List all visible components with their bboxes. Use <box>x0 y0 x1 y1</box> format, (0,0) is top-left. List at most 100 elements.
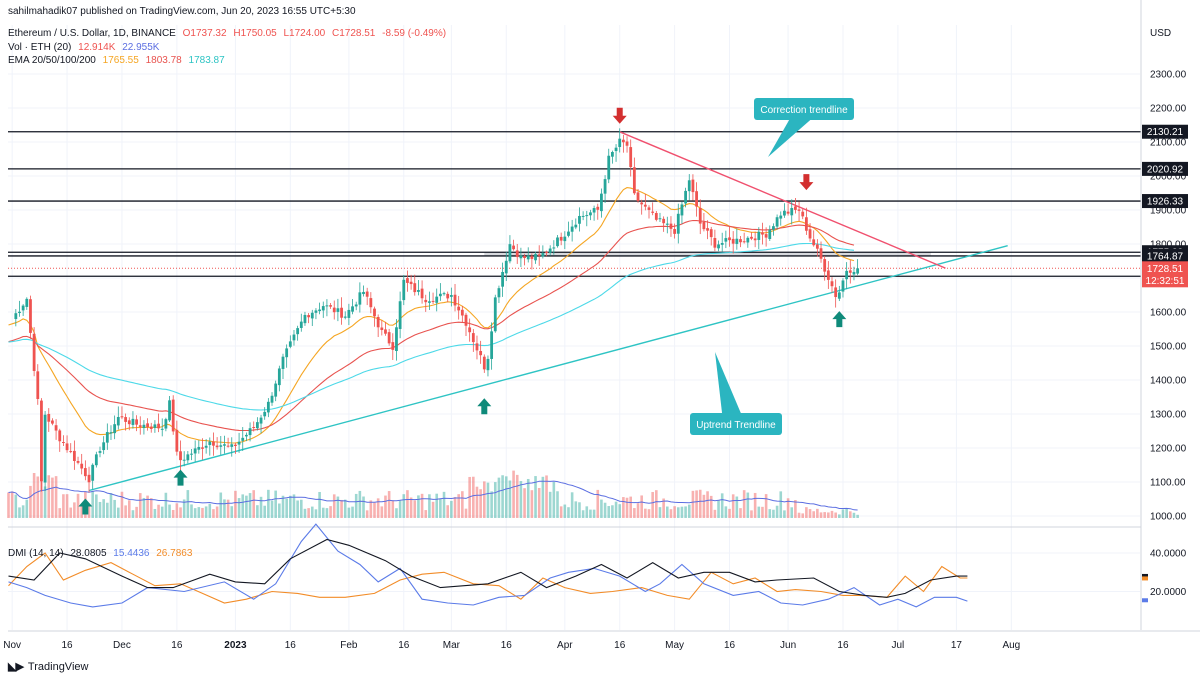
candle-body[interactable] <box>673 229 677 234</box>
candle-body[interactable] <box>691 179 695 193</box>
candle-body[interactable] <box>62 442 65 444</box>
candle-body[interactable] <box>212 441 215 446</box>
candle-body[interactable] <box>76 461 80 463</box>
candle-body[interactable] <box>651 211 655 213</box>
candle-body[interactable] <box>395 327 398 352</box>
candle-body[interactable] <box>157 423 160 429</box>
candle-body[interactable] <box>237 441 241 445</box>
dmi-plus-line[interactable] <box>8 523 968 608</box>
candle-body[interactable] <box>277 368 281 386</box>
candle-body[interactable] <box>69 451 73 453</box>
candle-body[interactable] <box>252 427 256 429</box>
correction-line[interactable] <box>619 131 946 269</box>
candle-body[interactable] <box>234 444 237 447</box>
legend-vol-label[interactable]: Vol · ETH (20) <box>8 42 72 53</box>
candle-body[interactable] <box>845 270 849 280</box>
candle-body[interactable] <box>255 422 259 429</box>
candle-body[interactable] <box>589 212 592 216</box>
candle-body[interactable] <box>768 229 772 239</box>
candle-body[interactable] <box>369 298 373 308</box>
candle-body[interactable] <box>329 305 332 307</box>
candle-body[interactable] <box>113 424 117 434</box>
candle-body[interactable] <box>340 307 343 318</box>
candle-body[interactable] <box>102 442 106 451</box>
candle-body[interactable] <box>497 288 501 298</box>
candle-body[interactable] <box>314 310 318 313</box>
candle-body[interactable] <box>47 413 51 422</box>
candle-body[interactable] <box>746 237 750 243</box>
candle-body[interactable] <box>58 430 62 442</box>
candle-body[interactable] <box>643 204 647 207</box>
candle-body[interactable] <box>51 420 54 424</box>
candle-body[interactable] <box>351 306 354 312</box>
legend-symbol[interactable]: Ethereum / U.S. Dollar, 1D, BINANCE <box>8 28 176 39</box>
candle-body[interactable] <box>647 207 651 210</box>
footer-brand[interactable]: ◣▶ TradingView <box>8 660 88 674</box>
candle-body[interactable] <box>541 253 545 257</box>
candle-body[interactable] <box>398 301 402 329</box>
candle-body[interactable] <box>501 271 504 287</box>
candle-body[interactable] <box>54 425 58 431</box>
candle-body[interactable] <box>285 348 289 358</box>
candle-body[interactable] <box>21 305 25 311</box>
candle-body[interactable] <box>614 147 618 152</box>
candle-body[interactable] <box>146 423 149 428</box>
candle-body[interactable] <box>504 260 508 274</box>
candle-body[interactable] <box>739 239 742 243</box>
candle-body[interactable] <box>303 314 307 324</box>
candle-body[interactable] <box>636 192 640 202</box>
candle-body[interactable] <box>83 468 87 477</box>
ema100-line[interactable] <box>8 242 855 411</box>
candle-body[interactable] <box>230 444 234 447</box>
candle-body[interactable] <box>32 333 36 371</box>
candle-body[interactable] <box>223 444 226 446</box>
candle-body[interactable] <box>131 418 135 425</box>
candle-body[interactable] <box>29 299 32 333</box>
candle-body[interactable] <box>490 331 494 359</box>
candle-body[interactable] <box>270 395 274 403</box>
candle-body[interactable] <box>578 215 581 224</box>
candle-body[interactable] <box>91 464 95 481</box>
candle-body[interactable] <box>757 231 761 240</box>
current-price-tag[interactable] <box>1142 261 1188 288</box>
candle-body[interactable] <box>182 459 186 461</box>
candle-body[interactable] <box>457 306 461 311</box>
candle-body[interactable] <box>797 209 801 211</box>
candle-body[interactable] <box>413 283 417 293</box>
candle-body[interactable] <box>783 210 786 216</box>
candle-body[interactable] <box>40 400 43 482</box>
candle-body[interactable] <box>376 316 380 328</box>
candle-body[interactable] <box>761 232 764 235</box>
candle-body[interactable] <box>94 454 98 466</box>
candle-body[interactable] <box>841 280 845 292</box>
candle-body[interactable] <box>179 451 182 461</box>
candle-body[interactable] <box>332 307 336 313</box>
candle-body[interactable] <box>193 448 197 454</box>
candle-body[interactable] <box>629 147 633 168</box>
candle-body[interactable] <box>706 228 709 231</box>
candle-body[interactable] <box>127 420 131 425</box>
candle-body[interactable] <box>281 356 285 369</box>
dmi-adx-line[interactable] <box>8 538 968 598</box>
candle-body[interactable] <box>259 417 263 424</box>
candle-body[interactable] <box>713 238 717 248</box>
candle-body[interactable] <box>581 215 585 217</box>
candle-body[interactable] <box>116 416 120 426</box>
candle-body[interactable] <box>420 288 424 299</box>
candle-body[interactable] <box>764 234 768 238</box>
candle-body[interactable] <box>662 218 666 224</box>
candle-body[interactable] <box>640 202 644 205</box>
candle-body[interactable] <box>508 244 512 262</box>
candle-body[interactable] <box>632 167 636 194</box>
candle-body[interactable] <box>600 193 603 212</box>
candle-body[interactable] <box>197 446 201 450</box>
candle-body[interactable] <box>373 308 376 317</box>
candle-body[interactable] <box>779 215 783 219</box>
candle-body[interactable] <box>654 213 658 220</box>
candle-body[interactable] <box>14 313 18 320</box>
candle-body[interactable] <box>296 328 300 335</box>
candle-body[interactable] <box>87 474 91 483</box>
candle-body[interactable] <box>325 305 329 307</box>
candle-body[interactable] <box>453 294 457 306</box>
